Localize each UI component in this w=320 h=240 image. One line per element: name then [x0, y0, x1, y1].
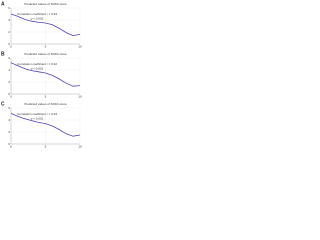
annotation: Correlation coefficient r = 0.92	[17, 62, 57, 66]
annotation: Correlation coefficient r = 0.94	[17, 12, 57, 16]
annotation: p < 0.001	[31, 16, 44, 20]
annotation: Correlation coefficient r = 0.93	[17, 112, 57, 116]
x-tick-label: 10	[78, 44, 82, 48]
y-tick-label: 2	[8, 130, 10, 134]
x-tick-label: 5	[45, 44, 47, 48]
panel-label: B	[1, 51, 5, 57]
chart-title: Predicted values of SOFA score	[24, 52, 67, 56]
y-tick-label: 2	[8, 80, 10, 84]
y-tick-label: 0	[8, 92, 10, 96]
annotation: p < 0.001	[31, 116, 44, 120]
y-tick-label: 4	[8, 118, 10, 122]
line	[10, 13, 81, 37]
y-tick-label: 2	[8, 30, 10, 34]
figure: A Predicted values of SOFA score 0 2 4 6 0 5 10 C…	[1, 1, 82, 148]
y-tick-label: 4	[8, 18, 10, 22]
y-tick-label: 6	[8, 6, 10, 10]
chart-title: Predicted values of SOFA score	[24, 2, 67, 6]
y-tick-label: 4	[8, 68, 10, 72]
x-tick-label: 10	[78, 94, 82, 98]
page: {"chart_data": [ {"type": "line", "panel…	[0, 0, 83, 150]
x-tick-label: 10	[78, 144, 82, 148]
line	[10, 62, 81, 87]
x-tick-label: 0	[10, 144, 12, 148]
panel-label: A	[1, 1, 5, 7]
x-tick-label: 5	[45, 144, 47, 148]
y-tick-label: 6	[8, 56, 10, 60]
annotation: p < 0.001	[31, 66, 44, 70]
y-tick-label: 0	[8, 42, 10, 46]
y-tick-label: 6	[8, 106, 10, 110]
panel-label: C	[1, 101, 5, 107]
line	[10, 113, 81, 137]
chart-title: Predicted values of SOFA score	[24, 102, 67, 106]
x-tick-label: 5	[45, 94, 47, 98]
y-tick-label: 0	[8, 142, 10, 146]
x-tick-label: 0	[10, 44, 12, 48]
x-tick-label: 0	[10, 94, 12, 98]
